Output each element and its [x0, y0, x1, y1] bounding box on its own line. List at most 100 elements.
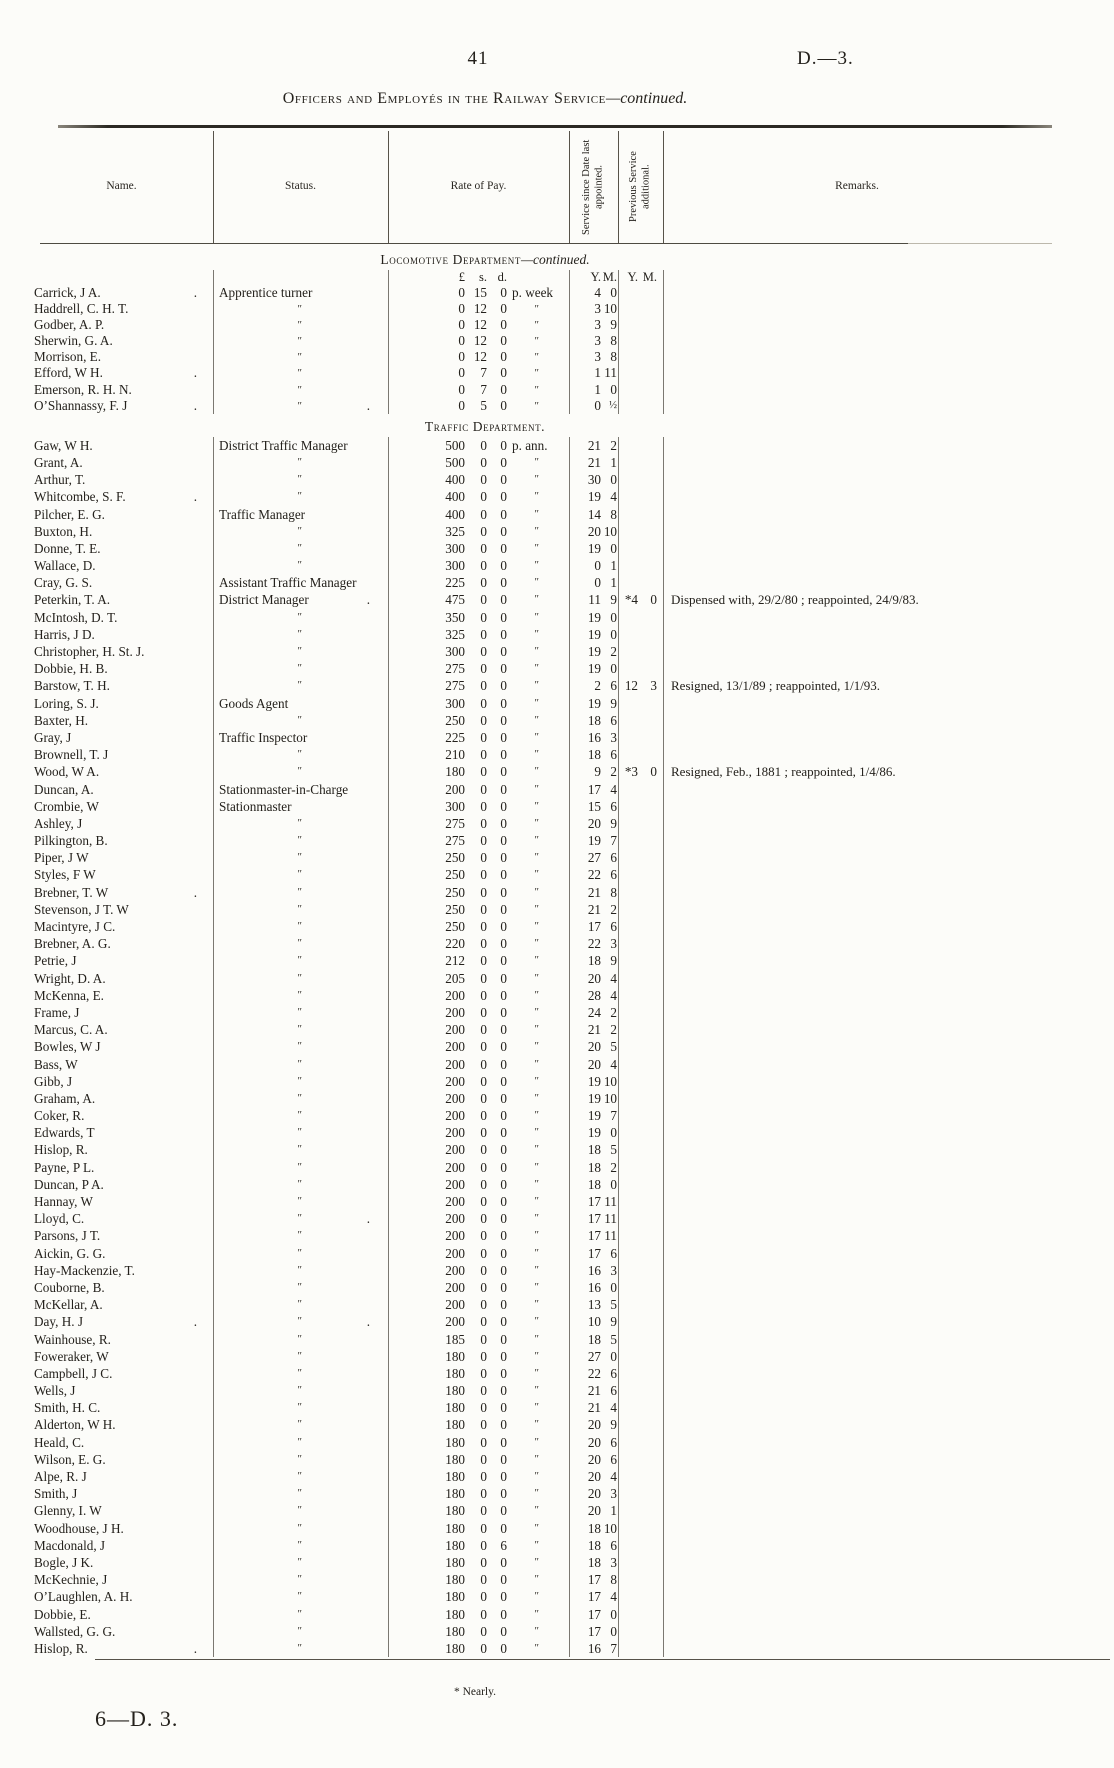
pay-unit: ″: [507, 1245, 569, 1262]
table-row: Barstow, T. H. ″ 275 0 0 ″ 2 6 12 3 Resigned, 13/1…: [30, 677, 1064, 694]
remarks-cell: Resigned, 13/1/89 ; reappointed, 1/1/93.: [671, 678, 881, 694]
table-row: Piper, J W ″ 250 0 0 ″ 27 6: [30, 849, 1064, 866]
pay-shillings: 0: [480, 1417, 487, 1433]
leader-dot: .: [366, 592, 370, 608]
pay-shillings: 0: [480, 833, 487, 849]
service-years: 19: [587, 540, 601, 556]
service-years: 24: [587, 1004, 601, 1020]
status-cell: ″: [213, 1451, 388, 1468]
name-cell: Hislop, R..: [30, 1640, 213, 1657]
pay-unit: ″: [507, 866, 569, 883]
remarks-cell: [663, 398, 1064, 414]
previous-service-cell: [618, 1004, 663, 1021]
service-since-cell: 20 9: [569, 815, 618, 832]
service-years: 19: [587, 661, 601, 677]
pay-unit: ″: [507, 1141, 569, 1158]
pay-unit: ″: [507, 1485, 569, 1502]
table-row: Frame, J ″ 200 0 0 ″ 24 2: [30, 1004, 1064, 1021]
pay-shillings: 0: [480, 1365, 487, 1381]
service-months: 0: [610, 540, 617, 556]
service-since-cell: 18 6: [569, 746, 618, 763]
previous-service-cell: [618, 1399, 663, 1416]
pay-pence: 0: [500, 1125, 507, 1141]
status-cell: ″: [213, 454, 388, 471]
name-cell: Glenny, I. W: [30, 1502, 213, 1519]
previous-years: [618, 1313, 638, 1330]
status-cell: ″: [213, 1038, 388, 1055]
previous-service-cell: [618, 815, 663, 832]
pay-pounds: 200: [445, 1073, 465, 1089]
service-months: 0: [610, 285, 617, 300]
previous-months: [638, 1623, 657, 1640]
previous-months: [638, 349, 657, 365]
section-heading-main: Locomotive Department: [380, 252, 521, 267]
pay-pounds: 200: [445, 1297, 465, 1313]
previous-service-cell: [618, 901, 663, 918]
status-cell: ″.: [213, 398, 388, 414]
remarks-cell: [663, 1554, 1064, 1571]
header-column-rule: [213, 131, 214, 243]
column-rule: [663, 436, 664, 1658]
pay-pounds: 180: [445, 1589, 465, 1605]
service-months: 6: [610, 867, 617, 883]
service-since-cell: 21 2: [569, 901, 618, 918]
previous-service-cell: [618, 781, 663, 798]
pay-pence: 0: [500, 1279, 507, 1295]
pay-pounds: 200: [445, 1039, 465, 1055]
previous-years: *3: [624, 764, 638, 780]
rate-of-pay-cell: 180 0 0 ″: [388, 1399, 569, 1416]
employee-name: Hay-Mackenzie, T.: [34, 1262, 135, 1278]
service-since-cell: 17 0: [569, 1606, 618, 1623]
name-cell: Duncan, P A.: [30, 1176, 213, 1193]
pay-pence: 0: [500, 1108, 507, 1124]
leader-dot: .: [193, 285, 197, 300]
service-years: 19: [587, 1108, 601, 1124]
employee-name: Wright, D. A.: [34, 970, 106, 986]
section-heading-main: Traffic Department.: [424, 418, 546, 434]
leader-dot: .: [366, 1211, 370, 1227]
service-years: 17: [587, 1245, 601, 1261]
pay-unit: ″: [507, 1468, 569, 1485]
previous-years: [618, 1073, 638, 1090]
status-cell: Apprentice turner: [213, 285, 388, 301]
pay-shillings: 0: [480, 798, 487, 814]
status-cell: ″: [213, 712, 388, 729]
status-cell: ″: [213, 382, 388, 398]
rate-of-pay-cell: 250 0 0 ″: [388, 901, 569, 918]
service-years: 19: [587, 1073, 601, 1089]
table-row: Hay-Mackenzie, T. ″ 200 0 0 ″ 16 3: [30, 1262, 1064, 1279]
pay-unit: ″: [507, 746, 569, 763]
pay-pence: 0: [500, 1451, 507, 1467]
ditto-mark: ″: [296, 885, 303, 898]
remarks-cell: [663, 1245, 1064, 1262]
column-rule: [618, 436, 619, 1658]
service-years: 20: [587, 1451, 601, 1467]
remarks-cell: [663, 506, 1064, 523]
pay-pounds: 325: [445, 626, 465, 642]
table-row: Graham, A. ″ 200 0 0 ″ 19 10: [30, 1090, 1064, 1107]
previous-service-cell: [618, 1382, 663, 1399]
service-years: 16: [587, 729, 601, 745]
status-cell: ″: [213, 365, 388, 381]
pay-unit: ″: [507, 1399, 569, 1416]
name-cell: Aickin, G. G.: [30, 1245, 213, 1262]
previous-service-cell: [618, 1623, 663, 1640]
pay-pence: 0: [500, 472, 507, 488]
rate-of-pay-cell: 300 0 0 ″: [388, 557, 569, 574]
employee-name: Haddrell, C. H. T.: [34, 301, 129, 317]
title-main: Officers and Employés in the Railway Ser…: [282, 90, 606, 107]
pay-pence: 0: [500, 317, 507, 333]
pay-unit: ″: [507, 1416, 569, 1433]
service-months: 6: [610, 712, 617, 728]
rate-of-pay-cell: 500 0 0 ″: [388, 454, 569, 471]
pay-pence: 0: [500, 1400, 507, 1416]
pay-shillings: 0: [480, 454, 487, 470]
name-cell: McIntosh, D. T.: [30, 609, 213, 626]
previous-service-cell: [618, 1537, 663, 1554]
previous-service-cell: [618, 1416, 663, 1433]
pay-unit: ″: [507, 1227, 569, 1244]
employee-name: Alpe, R. J: [34, 1469, 87, 1484]
name-cell: McKellar, A.: [30, 1296, 213, 1313]
